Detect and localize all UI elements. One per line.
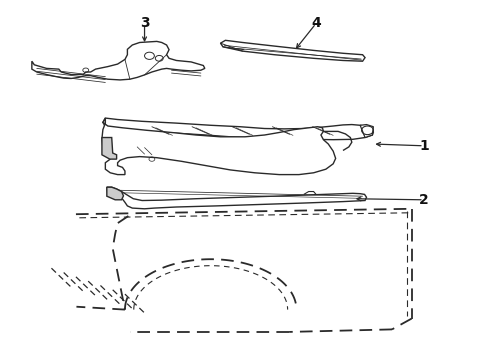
PathPatch shape [107, 187, 123, 200]
PathPatch shape [220, 40, 365, 61]
PathPatch shape [103, 118, 373, 140]
Text: 4: 4 [311, 17, 321, 30]
Text: 2: 2 [419, 193, 429, 207]
PathPatch shape [102, 138, 117, 159]
Text: 3: 3 [140, 17, 149, 30]
PathPatch shape [32, 41, 205, 80]
PathPatch shape [360, 125, 373, 138]
PathPatch shape [107, 187, 367, 209]
Text: 1: 1 [419, 139, 429, 153]
PathPatch shape [102, 118, 336, 175]
